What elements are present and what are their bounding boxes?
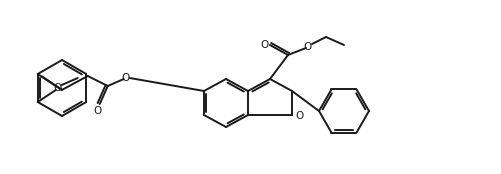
Text: O: O: [54, 83, 62, 93]
Text: O: O: [121, 73, 130, 83]
Text: O: O: [261, 40, 269, 50]
Text: O: O: [303, 42, 312, 52]
Text: O: O: [94, 106, 102, 116]
Text: O: O: [295, 111, 304, 121]
